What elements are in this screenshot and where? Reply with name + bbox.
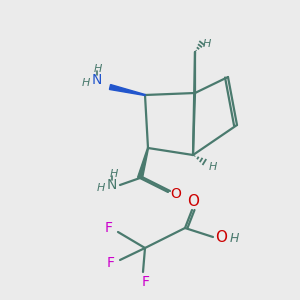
Text: F: F <box>105 221 113 235</box>
Text: O: O <box>187 194 199 209</box>
Text: H: H <box>94 64 102 74</box>
Text: N: N <box>107 178 117 192</box>
Text: F: F <box>142 275 150 289</box>
Text: N: N <box>92 73 102 87</box>
Text: O: O <box>215 230 227 245</box>
Text: H: H <box>97 183 105 193</box>
Text: F: F <box>107 256 115 270</box>
Polygon shape <box>110 85 145 95</box>
Text: H: H <box>229 232 239 244</box>
Text: O: O <box>171 187 182 201</box>
Text: H: H <box>203 39 211 49</box>
Text: H: H <box>82 78 90 88</box>
Text: H: H <box>209 162 217 172</box>
Polygon shape <box>138 148 148 178</box>
Text: H: H <box>110 169 118 179</box>
